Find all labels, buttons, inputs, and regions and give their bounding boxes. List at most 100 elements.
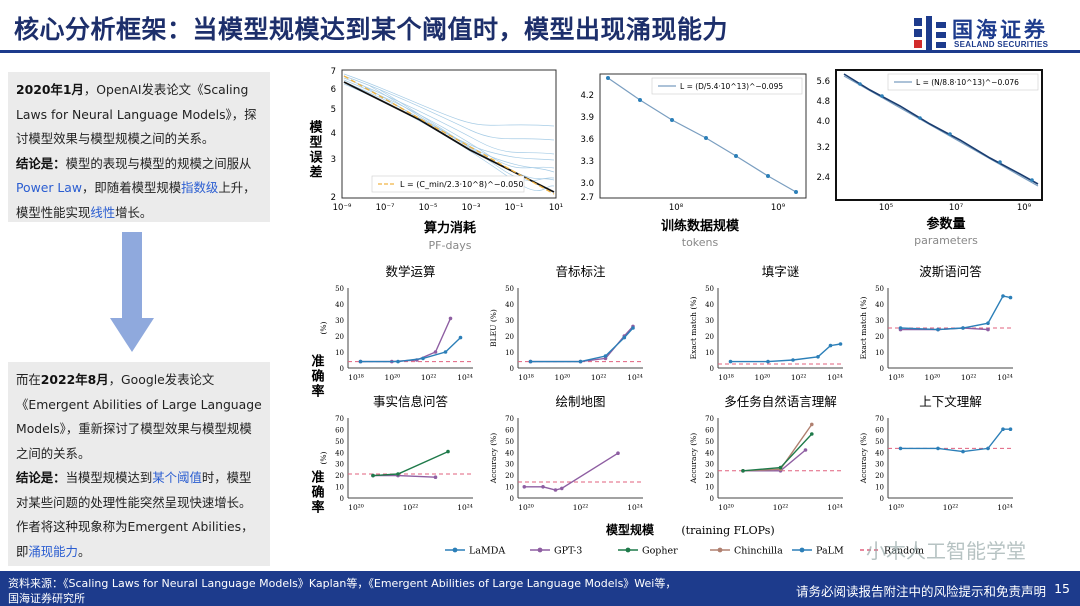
data-points [606, 76, 798, 194]
panel-xtick: 10²⁰ [755, 373, 771, 382]
panel-ytick: 70 [705, 415, 714, 423]
panel-series [524, 452, 619, 491]
panel-ytick: 60 [505, 426, 514, 434]
panel-point [371, 473, 375, 478]
panel-point [578, 359, 583, 364]
data-ytick: 3.0 [580, 179, 594, 189]
panel-xtick: 10²² [791, 373, 807, 382]
panel-point [541, 485, 545, 489]
panel-point [936, 327, 940, 332]
panel-ytick: 50 [705, 285, 714, 293]
panel-title: 绘制地图 [555, 394, 605, 409]
panel-title: 多任务自然语言理解 [724, 394, 837, 409]
panel-ytick: 10 [705, 349, 714, 357]
compute-xtick: 10¹ [549, 203, 563, 213]
params-xlabel: 参数量 [926, 216, 965, 232]
emergent-abilities-grid: 准确率 准确率 模型规模 (training FLOPs) LaMDA GPT-3… [309, 264, 1027, 563]
box2-text-1: ，Google发表论文《Emergent Abilities of Large … [16, 372, 262, 461]
panel-point [986, 446, 990, 451]
panel-ytick: 0 [880, 365, 884, 373]
data-xlabel: 训练数据规模 [661, 218, 740, 234]
panel-7: 上下文理解 70 60 50 40 30 20 10 0 10²⁰ 10²² 10²⁴ Accuracy… [859, 394, 1013, 512]
date-2020: 2020年1月 [16, 82, 84, 97]
panel-ytick: 10 [705, 484, 714, 492]
panel-xtick: 10²⁴ [827, 373, 843, 382]
grid-legend: LaMDA GPT-3 Gopher Chinchilla PaLM Random [445, 546, 924, 557]
panel-point [961, 449, 965, 454]
panel-ytick: 0 [510, 365, 514, 373]
grid-ylabel-row1: 准确率 [309, 353, 325, 399]
panel-series [742, 423, 813, 472]
compute-legend: L = (C_min/2.3·10^8)^−0.050 [400, 180, 523, 189]
compute-ytick: 5 [331, 105, 336, 115]
panel-series [360, 337, 461, 363]
panel-xtick: 10²⁰ [518, 503, 534, 512]
panel-point [396, 359, 400, 364]
panel-ytick: 40 [705, 301, 714, 309]
panel-series [373, 474, 436, 478]
panel-xtick: 10²² [943, 503, 959, 512]
panel-ytick: 10 [335, 484, 344, 492]
panel-ytick: 40 [505, 301, 514, 309]
box1-text-3: ，即随着模型规模 [82, 180, 182, 195]
title-divider [0, 50, 1080, 53]
panel-ylabel: Accuracy (%) [689, 433, 698, 485]
panel-point [803, 448, 808, 452]
panel-0: 数学运算 50 40 30 20 10 0 10¹⁸ 10²⁰ 10²² 10²⁴ (%) [319, 264, 473, 382]
footer-disclaimer: 请务必阅读报告附注中的风险提示和免责声明 [795, 584, 1046, 599]
panel-xtick: 10²² [573, 503, 589, 512]
panel-title: 上下文理解 [919, 394, 982, 409]
panel-xtick: 10²⁰ [888, 503, 904, 512]
box1-powerlaw: Power Law [16, 180, 83, 195]
panel-xtick: 10²² [773, 503, 789, 512]
params-xsub: parameters [914, 234, 978, 247]
panel-point [986, 321, 990, 325]
panel-ytick: 60 [705, 426, 714, 434]
box2-text-4: 。 [77, 543, 91, 559]
params-ytick: 5.6 [816, 77, 830, 87]
params-points [858, 82, 1034, 182]
box1-conclusion-label: 结论是： [16, 155, 66, 171]
compute-frontier [343, 81, 555, 193]
panel-point [791, 358, 795, 362]
panel-4: 事实信息问答 70 60 50 40 30 20 10 0 10²⁰ 10²² 10²⁴ (%) [319, 394, 473, 512]
grid-ylabel-row2: 准确率 [309, 469, 325, 515]
data-ytick: 3.3 [580, 157, 594, 167]
panel-xtick: 10²⁰ [718, 503, 734, 512]
panel-ytick: 10 [505, 484, 514, 492]
panel-xtick: 10²⁰ [555, 373, 571, 382]
box2-text-3: 时，模型对某些问题的处理性能突然呈现快速增长。作者将这种现象称为Emergent… [16, 470, 254, 559]
panel-point [433, 475, 438, 479]
panel-point [396, 472, 400, 476]
panel-title: 事实信息问答 [373, 394, 449, 409]
panel-point [810, 432, 814, 436]
panel-point [443, 350, 448, 354]
panel-xtick: 10²⁴ [457, 373, 473, 382]
panel-ytick: 10 [335, 349, 344, 357]
data-xtick: 10⁹ [771, 203, 786, 213]
compute-ytick: 2 [331, 193, 336, 203]
compute-ytick: 3 [331, 155, 336, 165]
panel-ylabel: (%) [319, 451, 328, 464]
panel-xtick: 10²² [403, 503, 419, 512]
panel-point [838, 342, 843, 346]
panel-ytick: 40 [335, 301, 344, 309]
down-arrow-icon [110, 232, 154, 352]
panel-xtick: 10²² [591, 373, 607, 382]
params-ytick: 4.8 [816, 97, 830, 107]
compute-xtick: 10⁻⁹ [333, 203, 352, 213]
panel-point [528, 359, 533, 364]
data-xsub: tokens [682, 236, 719, 249]
params-curve [843, 73, 1039, 185]
panel-point [1008, 295, 1013, 300]
panel-ytick: 10 [875, 349, 884, 357]
panel-ytick: 40 [505, 449, 514, 457]
panel-ytick: 50 [335, 438, 344, 446]
panel-point [421, 356, 425, 361]
compute-plot: L = (C_min/2.3·10^8)^−0.050 7 6 5 4 3 2 … [307, 67, 564, 252]
box1-linear: 线性 [90, 204, 116, 220]
footer-bar: 资料来源：《Scaling Laws for Neural Language M… [0, 571, 1080, 606]
panel-ytick: 0 [880, 495, 884, 503]
legend-label: Gopher [642, 546, 678, 557]
logo-text-cn: 国海证券 [952, 18, 1048, 42]
